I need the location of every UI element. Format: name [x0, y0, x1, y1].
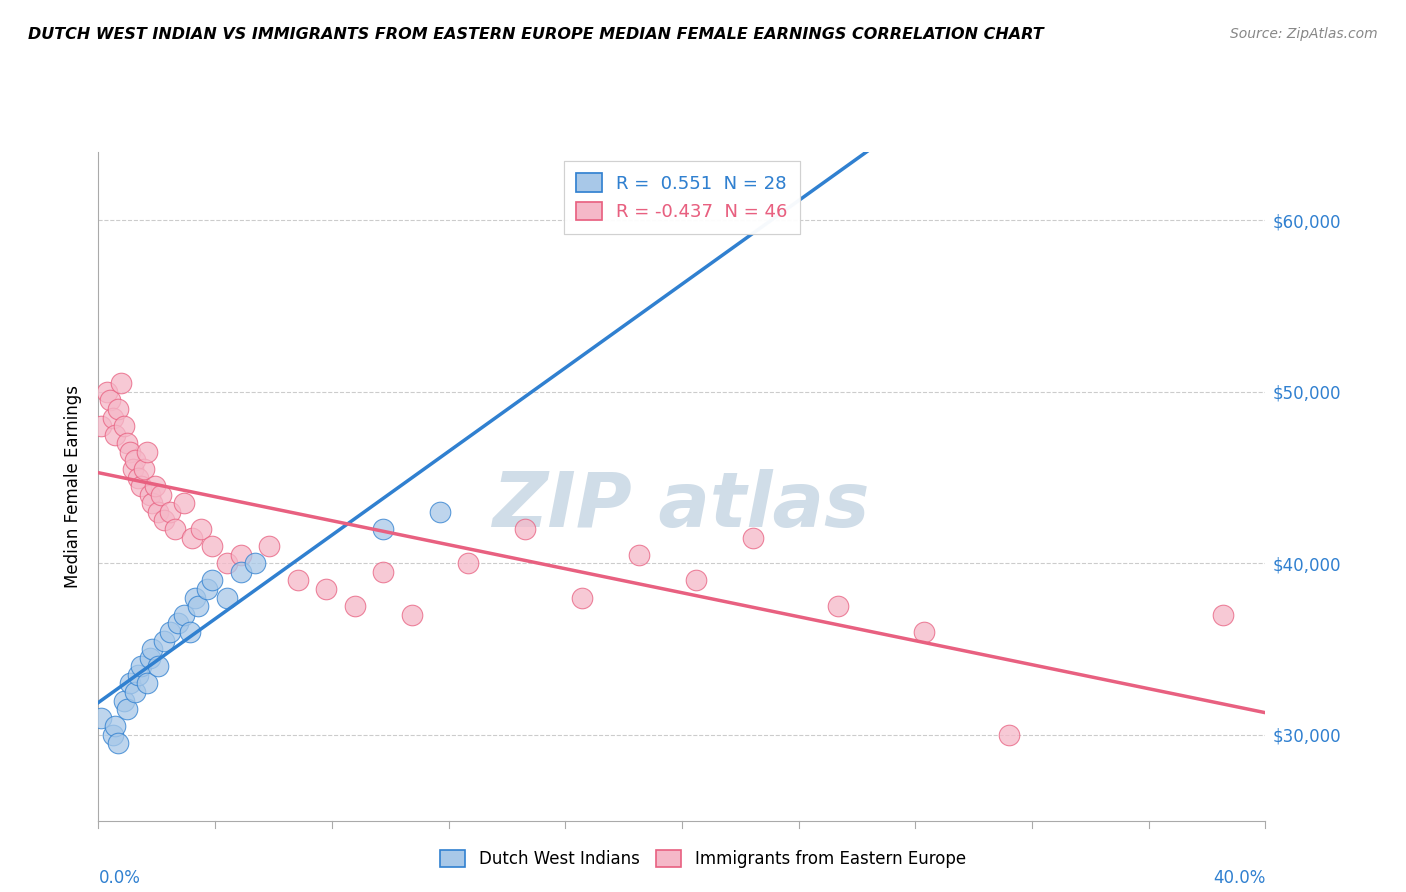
- Text: Source: ZipAtlas.com: Source: ZipAtlas.com: [1230, 27, 1378, 41]
- Point: [628, 548, 651, 562]
- Point: [184, 591, 207, 605]
- Point: [107, 401, 129, 416]
- Point: [287, 574, 309, 588]
- Point: [315, 582, 337, 596]
- Point: [148, 659, 170, 673]
- Point: [107, 736, 129, 750]
- Point: [118, 445, 141, 459]
- Point: [742, 531, 765, 545]
- Point: [243, 557, 266, 571]
- Point: [153, 633, 176, 648]
- Point: [827, 599, 849, 614]
- Point: [685, 574, 707, 588]
- Point: [201, 539, 224, 553]
- Point: [127, 668, 149, 682]
- Point: [141, 496, 163, 510]
- Point: [215, 557, 238, 571]
- Point: [401, 607, 423, 622]
- Legend: R =  0.551  N = 28, R = -0.437  N = 46: R = 0.551 N = 28, R = -0.437 N = 46: [564, 161, 800, 234]
- Point: [112, 419, 135, 434]
- Legend: Dutch West Indians, Immigrants from Eastern Europe: Dutch West Indians, Immigrants from East…: [433, 843, 973, 875]
- Point: [173, 607, 195, 622]
- Point: [124, 453, 146, 467]
- Point: [515, 522, 537, 536]
- Point: [165, 522, 187, 536]
- Point: [115, 436, 138, 450]
- Point: [998, 728, 1021, 742]
- Text: 40.0%: 40.0%: [1213, 869, 1265, 887]
- Point: [187, 599, 209, 614]
- Point: [96, 384, 118, 399]
- Point: [90, 419, 112, 434]
- Point: [179, 624, 201, 639]
- Point: [371, 522, 394, 536]
- Y-axis label: Median Female Earnings: Median Female Earnings: [65, 384, 83, 588]
- Point: [343, 599, 366, 614]
- Point: [195, 582, 218, 596]
- Point: [132, 462, 155, 476]
- Point: [101, 728, 124, 742]
- Text: ZIP atlas: ZIP atlas: [494, 469, 870, 543]
- Point: [90, 711, 112, 725]
- Point: [173, 496, 195, 510]
- Text: 0.0%: 0.0%: [98, 869, 141, 887]
- Point: [112, 693, 135, 707]
- Point: [101, 410, 124, 425]
- Point: [257, 539, 280, 553]
- Point: [115, 702, 138, 716]
- Point: [141, 642, 163, 657]
- Point: [98, 393, 121, 408]
- Point: [121, 462, 143, 476]
- Point: [190, 522, 212, 536]
- Point: [135, 445, 157, 459]
- Point: [148, 505, 170, 519]
- Point: [429, 505, 451, 519]
- Point: [110, 376, 132, 391]
- Point: [104, 719, 127, 733]
- Point: [181, 531, 204, 545]
- Point: [118, 676, 141, 690]
- Point: [143, 479, 166, 493]
- Point: [912, 624, 935, 639]
- Point: [571, 591, 593, 605]
- Point: [159, 505, 181, 519]
- Point: [129, 659, 152, 673]
- Point: [1212, 607, 1234, 622]
- Point: [138, 488, 160, 502]
- Point: [127, 470, 149, 484]
- Point: [150, 488, 173, 502]
- Point: [457, 557, 479, 571]
- Point: [229, 565, 252, 579]
- Point: [135, 676, 157, 690]
- Point: [138, 650, 160, 665]
- Text: DUTCH WEST INDIAN VS IMMIGRANTS FROM EASTERN EUROPE MEDIAN FEMALE EARNINGS CORRE: DUTCH WEST INDIAN VS IMMIGRANTS FROM EAS…: [28, 27, 1043, 42]
- Point: [371, 565, 394, 579]
- Point: [167, 616, 190, 631]
- Point: [124, 685, 146, 699]
- Point: [229, 548, 252, 562]
- Point: [201, 574, 224, 588]
- Point: [215, 591, 238, 605]
- Point: [159, 624, 181, 639]
- Point: [153, 513, 176, 527]
- Point: [104, 427, 127, 442]
- Point: [129, 479, 152, 493]
